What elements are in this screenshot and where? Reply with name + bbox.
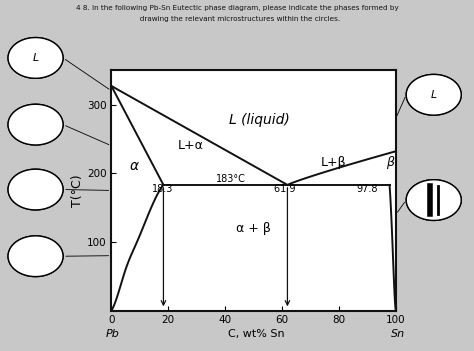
Text: 183°C: 183°C (216, 174, 246, 184)
Text: drawing the relevant microstructures within the circles.: drawing the relevant microstructures wit… (134, 16, 340, 22)
Y-axis label: T(°C): T(°C) (71, 174, 84, 207)
Text: β: β (386, 157, 394, 170)
Text: L: L (26, 114, 29, 120)
Text: 97.8: 97.8 (356, 184, 378, 194)
Text: <: < (443, 193, 449, 202)
Text: 18.3: 18.3 (152, 184, 173, 194)
Text: $\alpha$: $\alpha$ (33, 248, 38, 255)
Text: L: L (430, 90, 437, 100)
Polygon shape (8, 38, 63, 78)
Text: <: < (417, 193, 423, 202)
Text: $\beta$: $\beta$ (33, 253, 38, 262)
Text: L+β: L+β (320, 157, 346, 170)
Text: L: L (32, 53, 39, 63)
Polygon shape (8, 169, 63, 210)
Text: $\alpha$: $\alpha$ (41, 117, 47, 125)
Text: α + β: α + β (236, 221, 271, 234)
Polygon shape (8, 104, 63, 145)
Text: Sn: Sn (391, 329, 405, 339)
Text: α: α (129, 159, 139, 173)
Text: L+α: L+α (178, 139, 204, 152)
Text: 4 8. In the following Pb-Sn Eutectic phase diagram, please indicate the phases f: 4 8. In the following Pb-Sn Eutectic pha… (76, 5, 398, 11)
Polygon shape (406, 74, 461, 115)
Text: L (liquid): L (liquid) (229, 113, 290, 127)
Text: Pb: Pb (105, 329, 119, 339)
Polygon shape (8, 236, 63, 277)
Text: C, wt% Sn: C, wt% Sn (228, 329, 284, 339)
Polygon shape (406, 180, 461, 220)
Text: 61 9: 61 9 (274, 184, 296, 194)
